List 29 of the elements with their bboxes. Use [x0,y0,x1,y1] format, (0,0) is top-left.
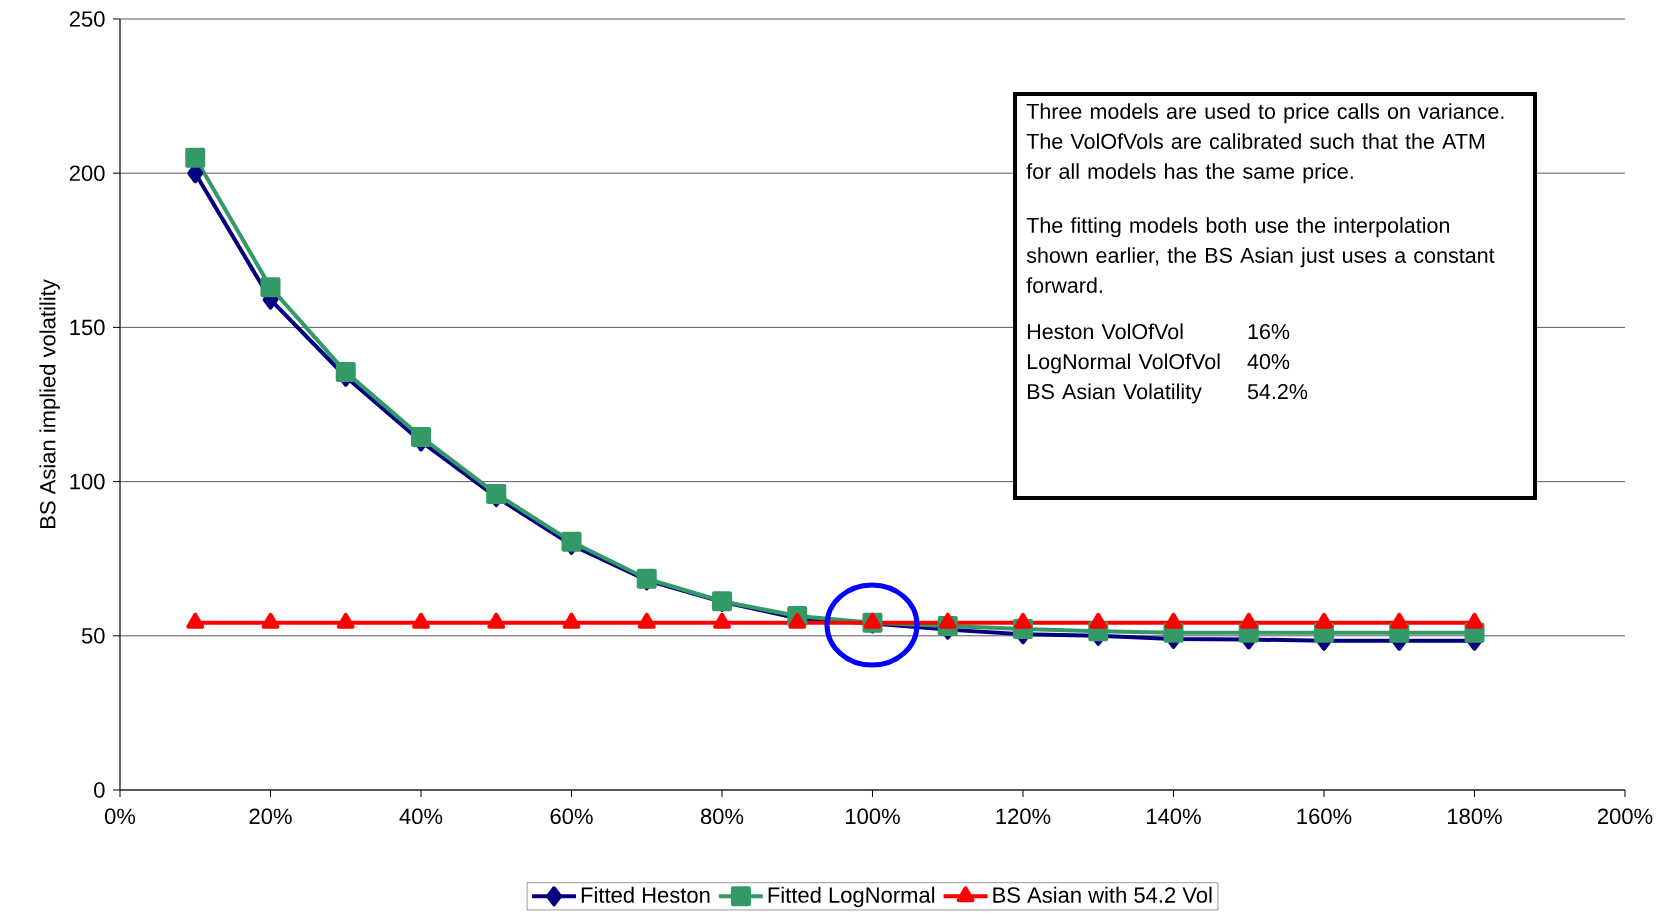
x-tick-label: 20% [249,808,292,825]
y-tick-label: 100 [70,473,105,490]
x-tick-label: 160% [1297,808,1352,825]
annotation: 54.2% [1247,383,1308,400]
annotation: 40% [1247,353,1290,370]
x-tick-label: 0% [104,808,136,825]
y-tick-label: 150 [70,319,105,336]
y-tick-label: 50 [81,628,105,644]
legend-label: Fitted LogNormal [768,886,935,908]
annotation: Heston VolOfVol [1027,323,1183,340]
x-tick-label: 180% [1448,808,1502,825]
annotation: The fitting models both use the interpolation shown earlier, the BS Asian just uses a constant forward. [1026,217,1495,293]
legend-label: BS Asian with 54.2 Vol [993,886,1212,903]
y-axis-title: BS Asian implied volatility [39,279,60,529]
x-tick-label: 100% [846,808,900,825]
x-tick-label: 40% [399,808,443,825]
y-tick-label: 250 [69,11,105,27]
x-tick-label: 200% [1597,808,1653,825]
legend-label: Fitted Heston [581,886,710,903]
annotation: Three models are used to price calls on variance. The VolOfVols are calibrated such that the ATM for all models has the same price. [1026,103,1504,184]
x-tick-label: 120% [996,808,1051,825]
annotation: LogNormal VolOfVol [1027,353,1220,374]
x-tick-label: 60% [550,808,593,825]
y-tick-label: 200 [69,165,105,181]
y-tick-label: 0 [94,782,105,798]
x-tick-label: 80% [700,808,744,825]
annotation: BS Asian Volatility [1027,383,1202,404]
x-tick-label: 140% [1147,808,1201,825]
annotation: 16% [1248,323,1290,340]
